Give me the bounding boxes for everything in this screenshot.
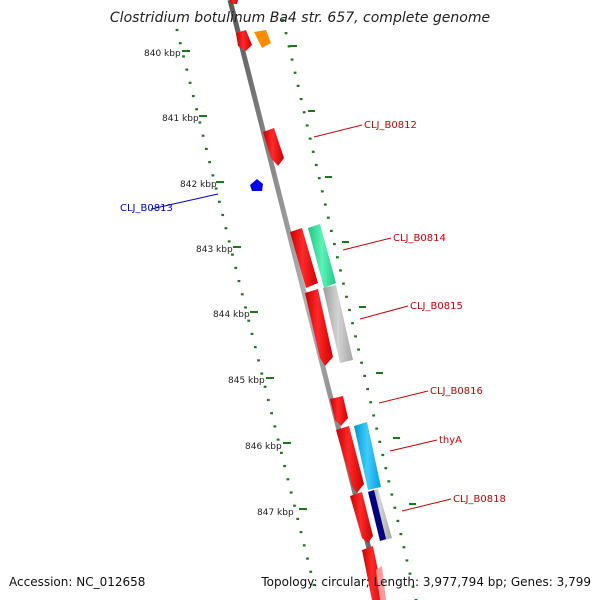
kbp-labels: 840 kbp 841 kbp 842 kbp 843 kbp 844 kbp … (144, 49, 294, 518)
kbp-label: 842 kbp (180, 180, 217, 190)
kbp-label: 843 kbp (196, 245, 233, 255)
genome-map-canvas: 840 kbp 841 kbp 842 kbp 843 kbp 844 kbp … (0, 0, 600, 600)
gene-arrow-red[interactable] (236, 30, 252, 51)
kbp-label: 845 kbp (228, 376, 265, 386)
kbp-label: 840 kbp (144, 49, 181, 59)
kbp-label: 841 kbp (162, 114, 199, 124)
gene-clj-b0813[interactable] (250, 179, 263, 191)
gene-clj-b0818-strand[interactable] (350, 492, 373, 543)
gene-label-clj-b0815[interactable]: CLJ_B0815 (410, 301, 463, 312)
kbp-label: 846 kbp (245, 442, 282, 452)
genome-summary-text: Topology: circular; Length: 3,977,794 bp… (260, 575, 591, 589)
kbp-label: 847 kbp (257, 508, 294, 518)
gene-label-clj-b0814[interactable]: CLJ_B0814 (393, 233, 446, 244)
gene-label-clj-b0816[interactable]: CLJ_B0816 (430, 386, 483, 397)
gene-label-clj-b0818[interactable]: CLJ_B0818 (453, 494, 506, 505)
genome-map: 840 kbp 841 kbp 842 kbp 843 kbp 844 kbp … (0, 0, 600, 600)
gene-label-clj-b0813[interactable]: CLJ_B0813 (120, 203, 173, 214)
gene-arrow-orange[interactable] (254, 30, 271, 48)
tick-marks-outer (282, 20, 418, 600)
map-title: Clostridium botulinum Ba4 str. 657, comp… (110, 10, 490, 26)
gene-label-thya[interactable]: thyA (439, 435, 462, 446)
kbp-label: 844 kbp (213, 310, 250, 320)
accession-text: Accession: NC_012658 (9, 575, 145, 589)
gene-label-clj-b0812[interactable]: CLJ_B0812 (364, 120, 417, 131)
gene-arrow-red[interactable] (230, 0, 238, 4)
